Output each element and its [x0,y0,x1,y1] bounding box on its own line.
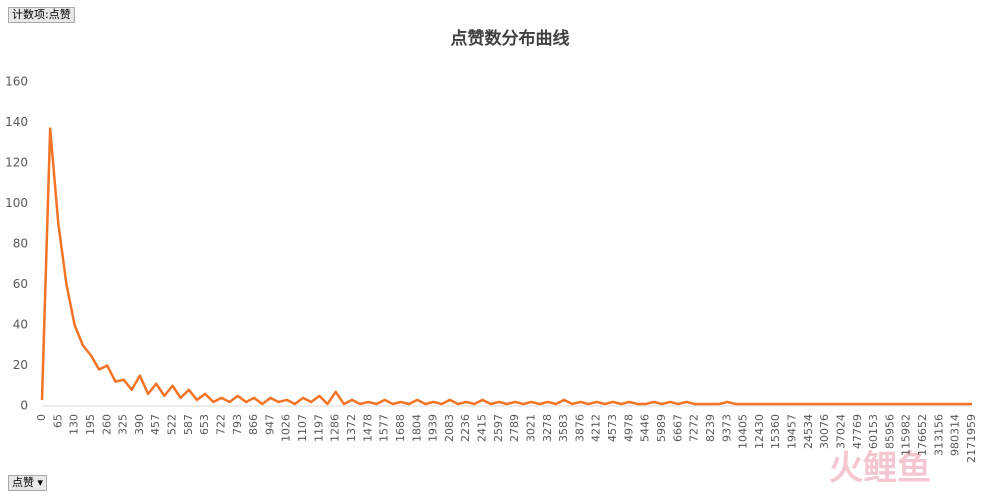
x-tick-label: 0 [35,414,48,421]
x-tick-label: 85956 [883,414,896,449]
x-tick-label: 7272 [688,414,701,442]
chart-title: 点赞数分布曲线 [451,28,570,49]
x-tick-label: 176652 [916,414,929,456]
x-tick-label: 325 [117,414,130,435]
x-tick-label: 866 [247,414,260,435]
x-tick-label: 1804 [410,414,423,442]
y-tick-label: 140 [5,115,28,129]
x-tick-label: 2415 [476,414,489,442]
filter-button[interactable]: 点赞 ▾ [8,475,48,491]
x-tick-label: 3278 [541,414,554,442]
x-tick-label: 30076 [818,414,831,449]
x-tick-label: 47769 [851,414,864,449]
x-tick-label: 457 [149,414,162,435]
x-tick-label: 6667 [671,414,684,442]
x-tick-label: 60153 [867,414,880,449]
x-tick-label: 1286 [329,414,342,442]
x-tick-label: 1939 [427,414,440,442]
pivot-button[interactable]: 计数项:点赞 [8,7,75,23]
y-tick-label: 100 [5,196,28,210]
x-tick-label: 1688 [394,414,407,442]
x-tick-label: 2789 [508,414,521,442]
x-tick-label: 653 [198,414,211,435]
x-tick-label: 1372 [345,414,358,442]
x-tick-label: 130 [68,414,81,435]
x-tick-label: 9373 [720,414,733,442]
x-tick-label: 65 [51,414,64,428]
filter-label: 点赞 [12,476,34,489]
x-tick-label: 3876 [573,414,586,442]
y-tick-label: 0 [20,399,28,413]
x-tick-label: 12430 [753,414,766,449]
x-tick-label: 24534 [802,414,815,449]
x-tick-label: 4978 [622,414,635,442]
x-tick-label: 947 [263,414,276,435]
x-tick-label: 2236 [459,414,472,442]
x-tick-label: 4573 [606,414,619,442]
x-tick-label: 19457 [786,414,799,449]
y-tick-label: 120 [5,156,28,170]
x-tick-label: 522 [166,414,179,435]
x-tick-label: 722 [214,414,227,435]
x-tick-label: 15360 [769,414,782,449]
x-tick-label: 5989 [655,414,668,442]
data-line [40,127,972,406]
watermark: 火鲤鱼 [829,449,931,489]
y-tick-label: 60 [13,277,28,291]
x-tick-label: 37024 [834,414,847,449]
x-tick-label: 2171959 [965,414,978,463]
x-tick-label: 980314 [949,414,962,456]
x-tick-label: 10405 [737,414,750,449]
x-tick-label: 260 [100,414,113,435]
x-tick-label: 1478 [361,414,374,442]
x-tick-label: 1197 [312,414,325,442]
x-tick-label: 3583 [557,414,570,442]
y-tick-label: 20 [13,358,28,372]
x-tick-label: 8239 [704,414,717,442]
y-tick-label: 160 [5,75,28,89]
x-tick-label: 3021 [524,414,537,442]
x-tick-label: 5446 [639,414,652,442]
x-tick-label: 1026 [280,414,293,442]
x-tick-label: 2597 [492,414,505,442]
x-tick-label: 4212 [590,414,603,442]
y-tick-label: 40 [13,318,28,332]
x-tick-label: 115982 [900,414,913,456]
x-tick-label: 313156 [932,414,945,456]
x-tick-label: 793 [231,414,244,435]
x-tick-label: 2083 [443,414,456,442]
x-tick-label: 1577 [378,414,391,442]
x-tick-label: 1107 [296,414,309,442]
y-tick-label: 80 [13,237,28,251]
x-tick-label: 390 [133,414,146,435]
x-tick-label: 587 [182,414,195,435]
x-tick-label: 195 [84,414,97,435]
